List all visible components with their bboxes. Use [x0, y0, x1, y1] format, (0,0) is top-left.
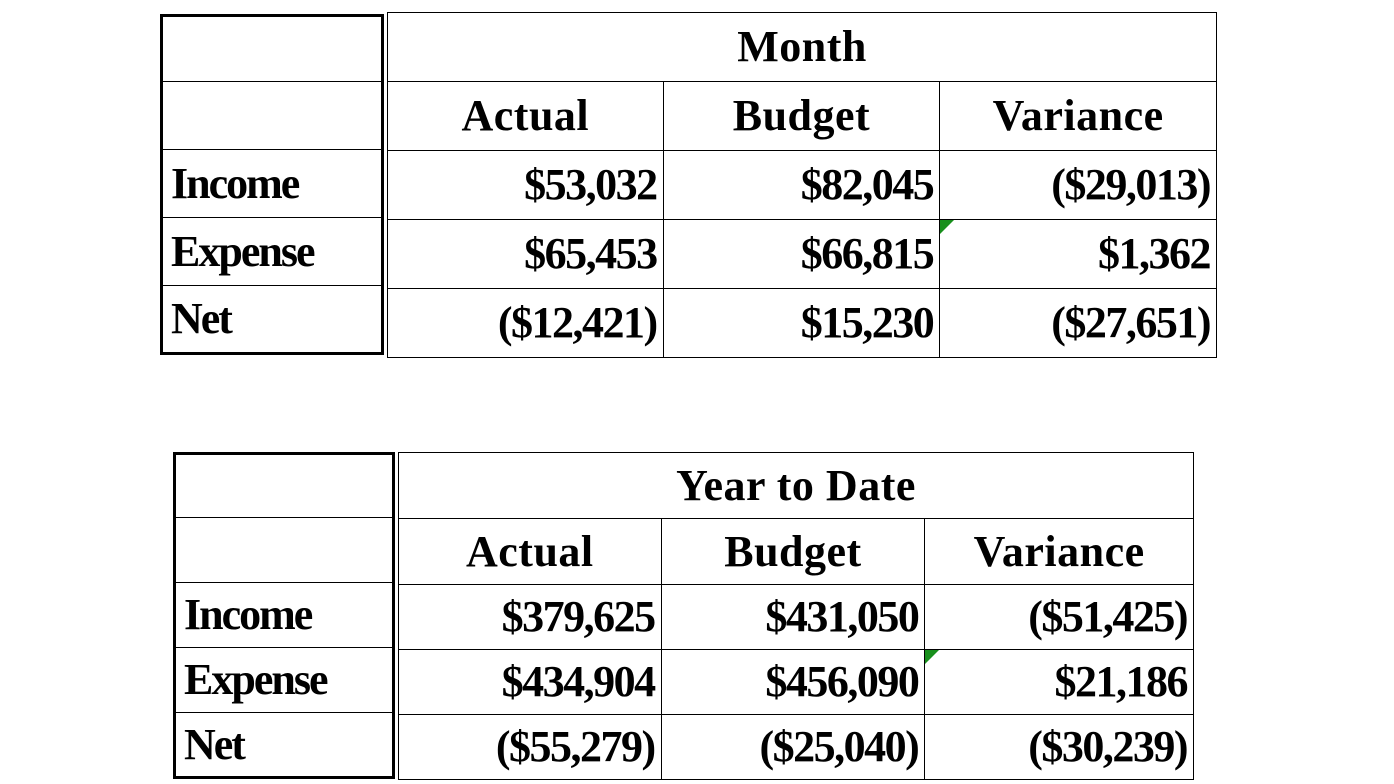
cell-value-flagged: $21,186: [924, 649, 1194, 715]
cell-value: ($29,013): [939, 150, 1217, 220]
cell-value: ($27,651): [939, 288, 1217, 358]
month-row-labels: Income Expense Net: [160, 14, 384, 355]
column-header-budget: Budget: [660, 518, 926, 585]
error-flag-icon: [940, 220, 955, 234]
table-title: Year to Date: [398, 452, 1194, 519]
cell-value: $431,050: [660, 584, 926, 650]
empty-label-cell: [174, 453, 394, 518]
ytd-data-table: Year to Date Actual Budget Variance $379…: [398, 452, 1194, 780]
cell-text: $1,362: [1098, 229, 1212, 278]
row-label-income: Income: [174, 582, 394, 648]
row-label-net: Net: [161, 285, 383, 354]
month-data-table: Month Actual Budget Variance $53,032 $82…: [387, 12, 1217, 358]
cell-value: $53,032: [387, 150, 664, 220]
cell-value: $379,625: [398, 584, 662, 650]
table-row: ($55,279) ($25,040) ($30,239): [398, 714, 1194, 780]
cell-value: ($12,421): [387, 288, 664, 358]
column-header-actual: Actual: [387, 81, 664, 151]
row-label-net: Net: [174, 712, 394, 778]
cell-value: ($51,425): [924, 584, 1194, 650]
empty-label-cell: [161, 15, 383, 82]
empty-label-cell: [161, 81, 383, 150]
row-label-expense: Expense: [161, 217, 383, 286]
cell-value: ($55,279): [398, 714, 662, 780]
column-header-budget: Budget: [662, 81, 941, 151]
row-label-expense: Expense: [174, 647, 394, 713]
row-label-income: Income: [161, 149, 383, 218]
table-title: Month: [387, 12, 1217, 82]
cell-value: $434,904: [398, 649, 662, 715]
cell-value: $15,230: [662, 288, 941, 358]
table-row: $65,453 $66,815 $1,362: [387, 219, 1217, 289]
empty-label-cell: [174, 517, 394, 583]
cell-value: $82,045: [662, 150, 941, 220]
cell-value: $456,090: [660, 649, 926, 715]
column-header-variance: Variance: [924, 518, 1194, 585]
cell-value: $65,453: [387, 219, 664, 289]
cell-value-flagged: $1,362: [939, 219, 1217, 289]
error-flag-icon: [925, 650, 940, 664]
table-row: $434,904 $456,090 $21,186: [398, 649, 1194, 715]
table-row: $53,032 $82,045 ($29,013): [387, 150, 1217, 220]
cell-value: $66,815: [662, 219, 941, 289]
table-row: ($12,421) $15,230 ($27,651): [387, 288, 1217, 358]
cell-value: ($25,040): [660, 714, 926, 780]
column-header-actual: Actual: [398, 518, 662, 585]
ytd-row-labels: Income Expense Net: [173, 452, 395, 779]
cell-value: ($30,239): [924, 714, 1194, 780]
table-row: $379,625 $431,050 ($51,425): [398, 584, 1194, 650]
column-header-variance: Variance: [939, 81, 1217, 151]
cell-text: $21,186: [1054, 657, 1189, 706]
